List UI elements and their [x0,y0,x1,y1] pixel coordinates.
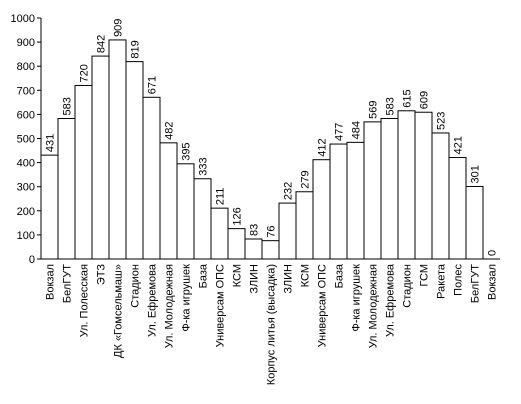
bar [329,143,348,260]
data-label: 0 [487,250,499,256]
data-label: 819 [130,40,142,58]
bar [312,159,331,260]
bar [227,228,246,260]
bar [465,185,484,260]
bar [142,96,161,260]
bar [397,110,416,260]
bar [448,157,467,260]
y-tick-label: 700 [17,85,35,97]
y-tick-label: 800 [17,61,35,73]
data-label: 211 [215,188,227,206]
category-label: ДК «Гомсельмаш» [113,264,125,358]
bar [40,154,59,260]
y-axis-ticks: 0 100 200 300 400 500 600 700 800 900 1000 [11,13,41,266]
bar [125,61,144,260]
y-tick-label: 900 [17,37,35,49]
data-label: 83 [249,224,261,236]
category-label: Стадион [402,264,414,308]
bar [261,240,280,260]
category-label: Ул. Ефремова [385,263,397,337]
y-tick-label: 1000 [11,13,35,25]
category-labels: Вокзал БелГУТ Ул. Полесская ЭТЗ ДК «Гомсельм… [45,263,499,385]
data-label: 909 [113,19,125,37]
bar [91,55,110,260]
data-label: 609 [419,91,431,109]
data-label: 720 [79,64,91,82]
category-label: БелГУТ [470,264,482,303]
bar [363,121,382,260]
bar [244,238,263,260]
data-label: 583 [62,97,74,115]
category-label: Ф-ка игрушек [181,264,193,332]
category-label: База [334,263,346,288]
bar [278,202,297,260]
category-label: ЗЛИН [283,264,295,294]
data-label: 126 [232,207,244,225]
bar [380,117,399,260]
data-label: 523 [436,112,448,130]
bar [159,142,178,260]
category-label: Вокзал [487,264,499,300]
category-label: Вокзал [45,264,57,300]
category-label: КСМ [232,264,244,287]
y-tick-label: 600 [17,109,35,121]
category-label: Ул. Ефремова [147,263,159,337]
data-label: 333 [198,157,210,175]
data-label: 76 [266,225,278,237]
category-label: Ул. Полесская [79,264,91,337]
data-label: 482 [164,121,176,139]
bar [414,111,433,260]
y-tick-label: 300 [17,182,35,194]
category-label: ЗЛИН [249,264,261,294]
bar [108,39,127,260]
y-tick-label: 100 [17,230,35,242]
category-label: Ул. Молодежная [368,264,380,348]
bars [40,39,484,260]
category-label: Универсам ОПС [215,264,227,347]
data-label: 421 [453,136,465,154]
data-label: 412 [317,138,329,156]
data-label: 569 [368,101,380,119]
category-label: ЭТЗ [96,264,108,286]
category-label: Стадион [130,264,142,308]
data-label: 279 [300,170,312,188]
data-label: 232 [283,182,295,200]
category-label: БелГУТ [62,264,74,303]
bar [193,178,212,260]
data-label: 583 [385,97,397,115]
category-label: Ф-ка игрушек [351,264,363,332]
category-label: Корпус литья (высадка) [266,264,278,385]
y-tick-label: 200 [17,206,35,218]
category-label: ГСМ [419,264,431,286]
data-label: 615 [402,89,414,107]
data-label: 671 [147,76,159,94]
category-label: Универсам ОПС [317,264,329,347]
data-label: 477 [334,123,346,141]
category-label: Ракета [436,263,448,299]
bar [176,163,195,260]
data-label: 842 [96,35,108,53]
category-label: КСМ [300,264,312,287]
bar [74,84,93,260]
data-label: 431 [45,134,57,152]
y-tick-label: 0 [29,254,35,266]
bar [210,207,229,260]
bar [346,141,365,260]
data-label: 484 [351,121,363,139]
data-label: 395 [181,142,193,160]
y-tick-label: 400 [17,158,35,170]
category-label: Полес [453,264,465,296]
bar [295,191,314,260]
data-label: 301 [470,165,482,183]
category-label: База [198,263,210,288]
bar [431,132,450,260]
y-tick-label: 500 [17,134,35,146]
data-labels: 431 583 720 842 909 819 671 482 395 333 211 126 83 76… [45,19,499,256]
bar [57,117,76,260]
category-label: Ул. Молодежная [164,264,176,348]
